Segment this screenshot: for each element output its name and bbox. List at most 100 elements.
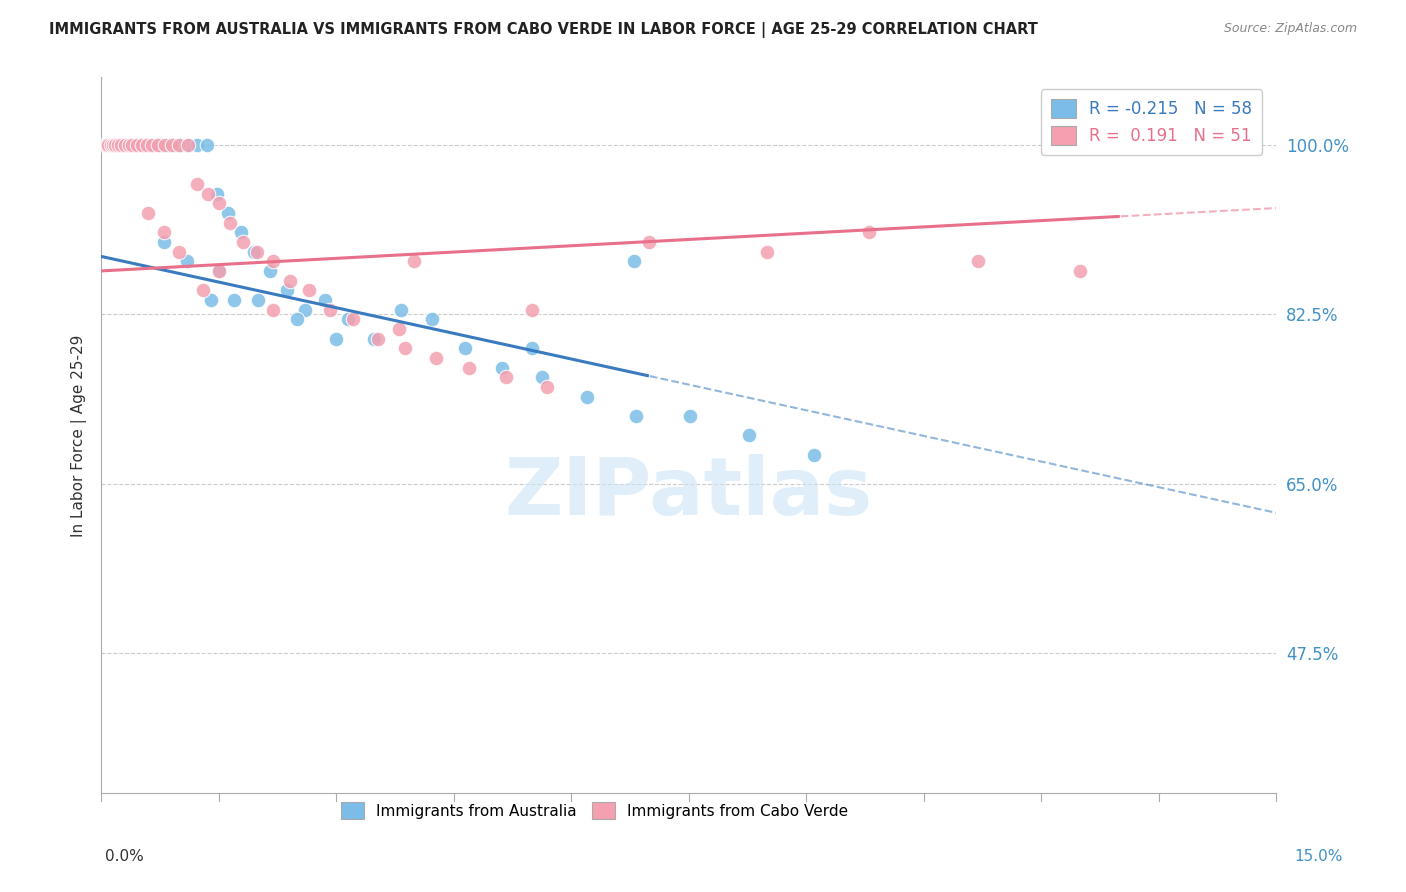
Point bbox=[197, 186, 219, 201]
Point bbox=[114, 138, 136, 153]
Point bbox=[207, 264, 229, 278]
Point bbox=[145, 138, 167, 153]
Text: Source: ZipAtlas.com: Source: ZipAtlas.com bbox=[1223, 22, 1357, 36]
Point bbox=[152, 225, 174, 239]
Point bbox=[110, 138, 132, 153]
Point bbox=[394, 341, 416, 355]
Point bbox=[738, 428, 761, 442]
Point bbox=[150, 138, 173, 153]
Point bbox=[177, 138, 200, 153]
Point bbox=[103, 138, 125, 153]
Point bbox=[94, 138, 117, 153]
Point bbox=[319, 302, 342, 317]
Point bbox=[219, 216, 242, 230]
Point bbox=[520, 341, 543, 355]
Point bbox=[200, 293, 222, 307]
Point bbox=[121, 138, 143, 153]
Point bbox=[105, 138, 128, 153]
Point bbox=[152, 235, 174, 249]
Point bbox=[207, 196, 229, 211]
Point bbox=[388, 322, 411, 336]
Point bbox=[169, 138, 191, 153]
Point bbox=[124, 138, 146, 153]
Point bbox=[97, 138, 120, 153]
Point bbox=[246, 293, 269, 307]
Point bbox=[108, 138, 131, 153]
Point bbox=[229, 225, 252, 239]
Point bbox=[207, 264, 229, 278]
Point bbox=[278, 274, 301, 288]
Point bbox=[163, 138, 186, 153]
Point bbox=[294, 302, 316, 317]
Point bbox=[404, 254, 426, 268]
Y-axis label: In Labor Force | Age 25-29: In Labor Force | Age 25-29 bbox=[72, 334, 87, 537]
Point bbox=[170, 138, 193, 153]
Point bbox=[107, 138, 129, 153]
Point bbox=[100, 138, 122, 153]
Point bbox=[128, 138, 150, 153]
Point bbox=[285, 312, 308, 326]
Point bbox=[246, 244, 269, 259]
Text: 0.0%: 0.0% bbox=[105, 849, 145, 864]
Point bbox=[262, 302, 284, 317]
Point bbox=[191, 283, 214, 297]
Point bbox=[217, 206, 239, 220]
Point bbox=[136, 206, 159, 220]
Point bbox=[131, 138, 153, 153]
Point bbox=[224, 293, 246, 307]
Point bbox=[454, 341, 477, 355]
Point bbox=[101, 138, 124, 153]
Legend: Immigrants from Australia, Immigrants from Cabo Verde: Immigrants from Australia, Immigrants fr… bbox=[335, 797, 855, 825]
Point bbox=[298, 283, 321, 297]
Point bbox=[314, 293, 336, 307]
Point bbox=[531, 370, 554, 384]
Point bbox=[94, 138, 117, 153]
Point bbox=[98, 138, 121, 153]
Point bbox=[135, 138, 157, 153]
Point bbox=[243, 244, 266, 259]
Point bbox=[176, 254, 198, 268]
Point bbox=[575, 390, 598, 404]
Point bbox=[104, 138, 127, 153]
Point bbox=[967, 254, 990, 268]
Point bbox=[342, 312, 364, 326]
Point bbox=[100, 138, 122, 153]
Point bbox=[205, 186, 228, 201]
Point bbox=[336, 312, 359, 326]
Point bbox=[131, 138, 153, 153]
Point bbox=[425, 351, 447, 365]
Point bbox=[495, 370, 517, 384]
Point bbox=[111, 138, 134, 153]
Point bbox=[107, 138, 129, 153]
Point bbox=[169, 244, 191, 259]
Point bbox=[156, 138, 179, 153]
Point bbox=[1069, 264, 1091, 278]
Point bbox=[232, 235, 254, 249]
Point bbox=[803, 448, 825, 462]
Point bbox=[96, 138, 118, 153]
Point bbox=[458, 360, 481, 375]
Point bbox=[325, 332, 347, 346]
Point bbox=[363, 332, 385, 346]
Point bbox=[177, 138, 200, 153]
Point bbox=[276, 283, 298, 297]
Point bbox=[97, 138, 120, 153]
Point bbox=[420, 312, 443, 326]
Point bbox=[153, 138, 176, 153]
Text: 15.0%: 15.0% bbox=[1295, 849, 1343, 864]
Point bbox=[195, 138, 218, 153]
Point bbox=[262, 254, 284, 268]
Point bbox=[186, 177, 208, 191]
Point bbox=[259, 264, 281, 278]
Point bbox=[114, 138, 136, 153]
Point bbox=[624, 409, 647, 423]
Point bbox=[139, 138, 162, 153]
Point bbox=[135, 138, 157, 153]
Point bbox=[858, 225, 880, 239]
Point bbox=[141, 138, 163, 153]
Point bbox=[127, 138, 149, 153]
Point bbox=[755, 244, 778, 259]
Point bbox=[101, 138, 124, 153]
Point bbox=[115, 138, 138, 153]
Point bbox=[536, 380, 558, 394]
